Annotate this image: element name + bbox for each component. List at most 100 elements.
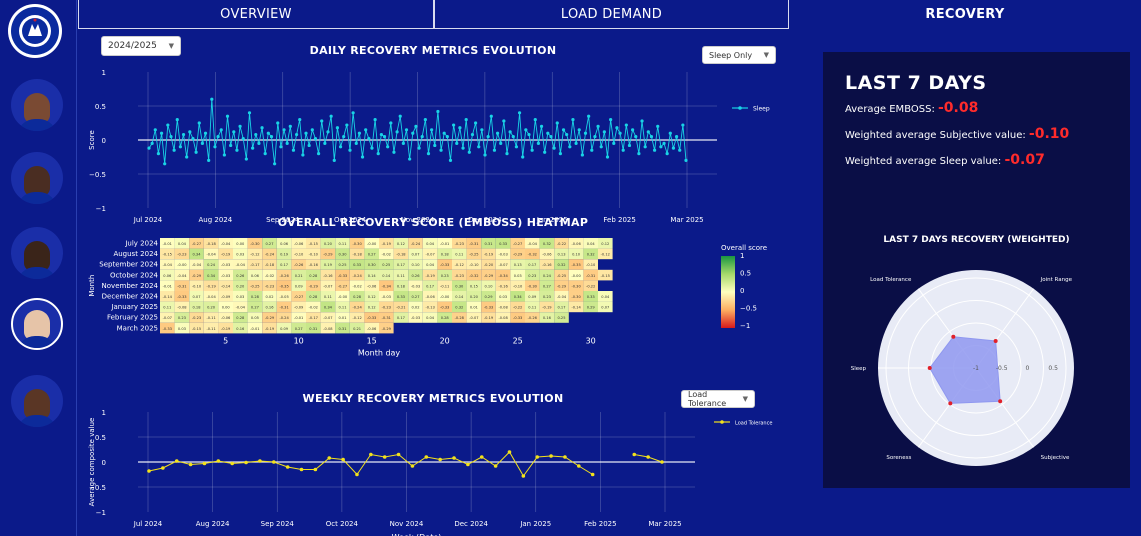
heatmap-cell <box>174 259 190 270</box>
heatmap-cell-value: -0.24 <box>352 306 362 310</box>
heatmap-cell-value: 0.11 <box>397 274 405 278</box>
y-tick-label: 0 <box>102 459 106 467</box>
tab-load-demand-label: LOAD DEMAND <box>560 6 663 22</box>
kpi-subjective-value: -0.10 <box>1028 126 1070 142</box>
main-panel: 2024/2025 ▼ DAILY RECOVERY METRICS EVOLU… <box>78 30 794 536</box>
data-point <box>433 143 437 148</box>
heatmap-cell-value: -0.15 <box>192 327 201 331</box>
weekly-metric-select[interactable]: Load Tolerance ▼ <box>681 390 755 408</box>
radar-axis-label: Subjective <box>1041 455 1070 461</box>
heatmap-cell <box>598 301 613 313</box>
kpi-subjective-label: Weighted average Subjective value: <box>845 130 1026 141</box>
tab-overview[interactable]: OVERVIEW <box>78 0 434 29</box>
heatmap-cell <box>422 280 438 291</box>
heatmap-cell-value: -0.19 <box>425 274 435 278</box>
heatmap-cell-value: -0.23 <box>382 306 391 310</box>
heatmap-cell <box>335 280 350 291</box>
heatmap-cell-value: -0.15 <box>309 242 318 246</box>
data-point <box>357 131 362 135</box>
heatmap-cell <box>233 322 248 334</box>
data-point <box>563 455 567 459</box>
heatmap-cell <box>276 269 292 281</box>
heatmap-cell <box>247 248 263 260</box>
heatmap-cell <box>349 259 365 270</box>
heatmap-cell-value: 0.33 <box>587 295 595 299</box>
heatmap-cell <box>568 301 584 313</box>
heatmap-cell-value: -0.12 <box>455 263 464 267</box>
heatmap-cell <box>349 291 365 302</box>
kpi-sleep-label: Weighted average Sleep value: <box>845 156 1002 167</box>
heatmap-cell-value: 0.17 <box>557 306 565 310</box>
heatmap-cell <box>495 312 511 323</box>
weekly-metric-select-value: Load Tolerance <box>688 390 727 408</box>
heatmap-cell <box>233 312 248 323</box>
daily-metric-select[interactable]: Sleep Only ▼ <box>702 46 776 64</box>
heatmap-cell <box>554 291 569 302</box>
heatmap-cell-value: -0.30 <box>352 242 362 246</box>
radar-point <box>951 334 956 339</box>
player-avatar[interactable] <box>11 227 63 279</box>
data-point <box>244 460 248 465</box>
radar-chart[interactable]: Joint Range Subjective Soreness Sleep Load T… <box>823 250 1130 480</box>
heatmap-cell-value: -0.03 <box>498 253 507 257</box>
heatmap-cell <box>554 301 569 313</box>
heatmap-cell-value: 0.12 <box>368 306 376 310</box>
player-avatar[interactable] <box>11 152 63 204</box>
season-select[interactable]: 2024/2025 ▼ <box>101 36 181 56</box>
heatmap-cell <box>306 312 321 323</box>
heatmap-cell <box>408 259 423 270</box>
heatmap-cell-value: 0.04 <box>587 242 596 246</box>
heatmap-cell <box>481 301 496 313</box>
data-point <box>561 128 566 132</box>
heatmap-cell-value: -0.33 <box>440 306 449 310</box>
heatmap-cell-value: -0.19 <box>265 327 275 331</box>
heatmap-cell <box>495 269 511 281</box>
heatmap-cell <box>583 269 598 281</box>
heatmap-cell-value: 0.11 <box>324 295 332 299</box>
heatmap-cell <box>598 291 613 302</box>
heatmap-cell-value: -0.19 <box>542 306 552 310</box>
player-avatar[interactable] <box>11 298 63 350</box>
data-point <box>327 456 332 460</box>
heatmap-cell-value: 0.34 <box>514 295 523 299</box>
heatmap-cell-value: 0.18 <box>397 284 406 288</box>
heatmap-cell <box>364 248 379 260</box>
heatmap-cell <box>364 312 379 323</box>
heatmap-cell <box>452 301 467 313</box>
heatmap-cell <box>364 238 379 249</box>
weekly-line-chart[interactable]: 1 0.5 0 −0.5 −1 Jul 2024 Aug 2024 Sep 2024 Oct 2… <box>78 406 794 536</box>
heatmap-cell <box>583 259 598 270</box>
heatmap-cell-value: 0.07 <box>601 306 609 310</box>
data-point <box>678 148 682 152</box>
heatmap-cell <box>422 238 438 249</box>
data-point <box>313 467 318 472</box>
tab-recovery[interactable]: RECOVERY <box>789 0 1141 29</box>
heatmap-cell <box>364 280 379 291</box>
heatmap-cell-value: -0.03 <box>221 274 230 278</box>
daily-line-chart[interactable]: 1 0.5 0 −0.5 −1 Jul 2024 Aug 2024 Sep 2024 Oct 2… <box>78 60 794 225</box>
heatmap-cell <box>422 259 438 270</box>
tab-load-demand[interactable]: LOAD DEMAND <box>434 0 789 29</box>
heatmap-cell-value: 0.09 <box>295 284 304 288</box>
heatmap-cell <box>320 322 336 334</box>
player-avatar[interactable] <box>11 375 63 427</box>
player-shirt <box>17 336 57 348</box>
radar-point <box>948 401 953 406</box>
heatmap-cell <box>495 291 511 302</box>
heatmap-cell <box>247 238 263 249</box>
data-point <box>452 456 456 460</box>
colorbar-tick: −1 <box>740 322 750 330</box>
club-logo[interactable] <box>8 4 62 58</box>
data-point <box>376 152 380 156</box>
heatmap-cell <box>349 280 365 291</box>
heatmap-cell-value: 0.32 <box>557 263 565 267</box>
player-face <box>24 166 50 196</box>
heatmap-cell-value: -0.19 <box>221 253 231 257</box>
heatmap-cell <box>481 280 496 291</box>
emboss-heatmap-chart[interactable]: July 2024 -0.01 0.04 -0.27 -0.18 -0.04 0.00 -0.… <box>78 230 794 365</box>
player-avatar[interactable] <box>11 79 63 131</box>
heatmap-cell <box>379 248 394 260</box>
heatmap-cell <box>393 301 409 313</box>
data-point <box>631 128 635 132</box>
heatmap-cell <box>452 269 467 281</box>
